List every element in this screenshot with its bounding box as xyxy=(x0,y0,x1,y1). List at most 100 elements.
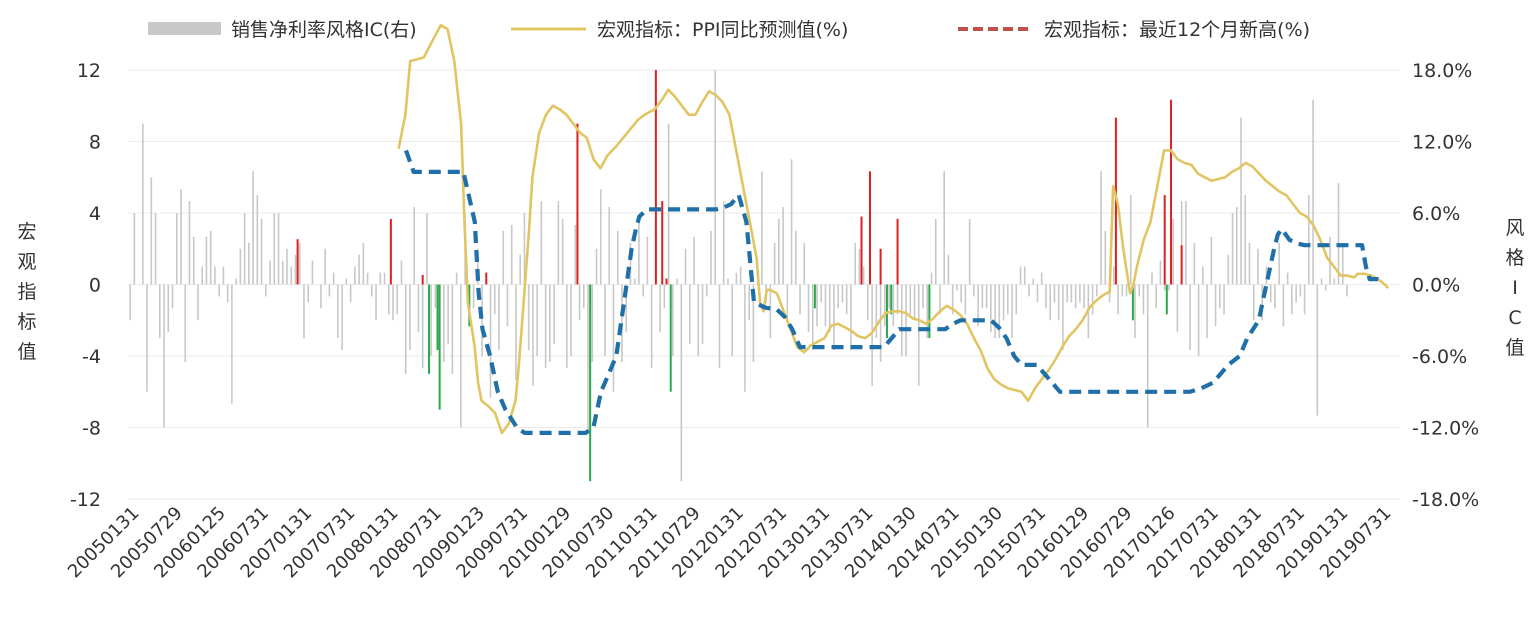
y-left-tick-label: 12 xyxy=(77,60,101,82)
ic-bar-negative xyxy=(589,284,592,482)
ic-bar xyxy=(1104,230,1107,285)
ic-bar xyxy=(1142,284,1145,315)
ic-bar xyxy=(905,284,907,356)
ic-bar xyxy=(1108,284,1111,303)
ic-bar xyxy=(239,248,242,285)
ic-bar xyxy=(320,284,322,309)
ic-bar xyxy=(710,230,712,285)
ic-bar xyxy=(527,284,530,351)
ic-bar xyxy=(443,284,445,362)
ic-bar xyxy=(858,248,861,285)
ic-bar xyxy=(782,207,784,285)
ic-bar xyxy=(744,284,746,392)
ic-bar xyxy=(1240,117,1242,285)
ic-bar xyxy=(222,266,225,285)
ic-bar xyxy=(642,284,644,297)
ic-bar xyxy=(1282,284,1285,327)
ic-bar xyxy=(180,189,182,285)
ic-bar xyxy=(922,284,924,309)
ic-bar xyxy=(1202,266,1204,285)
ic-bar xyxy=(163,284,165,428)
ic-bar xyxy=(544,284,547,368)
ic-bar xyxy=(383,272,386,285)
ic-bar xyxy=(850,284,852,351)
ic-bar xyxy=(625,284,627,333)
ic-bar xyxy=(786,284,789,321)
ic-bar xyxy=(773,242,776,285)
ic-bar xyxy=(294,254,297,285)
ic-bar xyxy=(1286,272,1289,285)
ic-bar xyxy=(990,284,992,333)
ic-bar xyxy=(570,284,572,356)
ic-bar xyxy=(375,284,377,321)
ic-bar xyxy=(362,242,365,285)
ic-bar xyxy=(1019,266,1022,285)
y-right-axis-title: I xyxy=(1512,277,1518,299)
ic-bar xyxy=(341,284,343,351)
ic-bar xyxy=(214,266,216,285)
ic-bar-negative xyxy=(1131,284,1134,321)
ic-bar xyxy=(396,284,399,315)
ic-bar xyxy=(934,218,937,285)
legend-label: 宏观指标：PPI同比预测值(%) xyxy=(597,19,848,41)
ic-bar xyxy=(1193,242,1196,285)
ic-bar-positive xyxy=(1163,195,1166,285)
ic-bar xyxy=(1295,284,1297,303)
ic-bar-positive xyxy=(665,278,668,285)
ic-bar xyxy=(133,213,136,285)
ic-bar xyxy=(689,284,691,345)
twelve-month-high-line xyxy=(404,149,1386,435)
ic-bar xyxy=(561,218,564,285)
ic-bar xyxy=(1023,266,1026,285)
ic-bar xyxy=(1053,284,1056,303)
ic-bar xyxy=(256,195,259,285)
ic-bar xyxy=(638,218,640,285)
y-left-tick-label: 8 xyxy=(89,132,101,154)
ic-bar xyxy=(896,284,899,315)
ic-bar-negative xyxy=(428,284,431,374)
ic-bar xyxy=(701,284,704,345)
ic-bar xyxy=(1015,284,1018,315)
ic-bar xyxy=(354,266,356,285)
ic-bar xyxy=(1180,201,1183,285)
ic-bar-positive xyxy=(1170,99,1173,285)
y-right-axis-title: 格 xyxy=(1505,247,1524,269)
ic-bar xyxy=(587,284,589,434)
ic-bar xyxy=(790,159,793,285)
ic-bar xyxy=(1244,195,1247,285)
ic-bar xyxy=(693,236,695,285)
ic-bar xyxy=(879,284,882,362)
ic-bar xyxy=(917,284,920,386)
ic-bar xyxy=(731,284,733,356)
ic-bar-positive xyxy=(860,216,863,285)
ic-bar xyxy=(252,171,254,285)
ic-bar xyxy=(1100,171,1102,285)
ic-bar xyxy=(761,171,763,285)
ic-bar xyxy=(1341,242,1344,285)
y-right-tick-label: -12.0% xyxy=(1412,418,1479,440)
ic-bar xyxy=(1134,284,1136,339)
ic-bar xyxy=(947,254,950,285)
ic-bar xyxy=(129,284,131,321)
series-lines xyxy=(397,23,1390,435)
y-right-tick-label: -18.0% xyxy=(1412,489,1479,511)
ic-bar xyxy=(150,177,153,285)
ic-bar xyxy=(650,284,653,368)
ic-bar xyxy=(311,260,314,285)
ic-bar xyxy=(184,284,187,362)
ic-bar xyxy=(502,230,505,285)
grid-lines xyxy=(128,69,1400,500)
ic-bar xyxy=(1096,284,1098,297)
ic-bar xyxy=(286,248,288,285)
ic-bar xyxy=(337,284,339,339)
ic-bar xyxy=(1269,284,1272,303)
ic-bar xyxy=(820,284,823,303)
ic-bar xyxy=(608,207,611,285)
ic-bar xyxy=(1320,278,1323,285)
ic-bar xyxy=(752,284,755,362)
ic-bar xyxy=(837,284,839,309)
ic-bar xyxy=(667,123,670,285)
ic-bar xyxy=(1210,236,1213,285)
ic-bar xyxy=(142,123,144,285)
